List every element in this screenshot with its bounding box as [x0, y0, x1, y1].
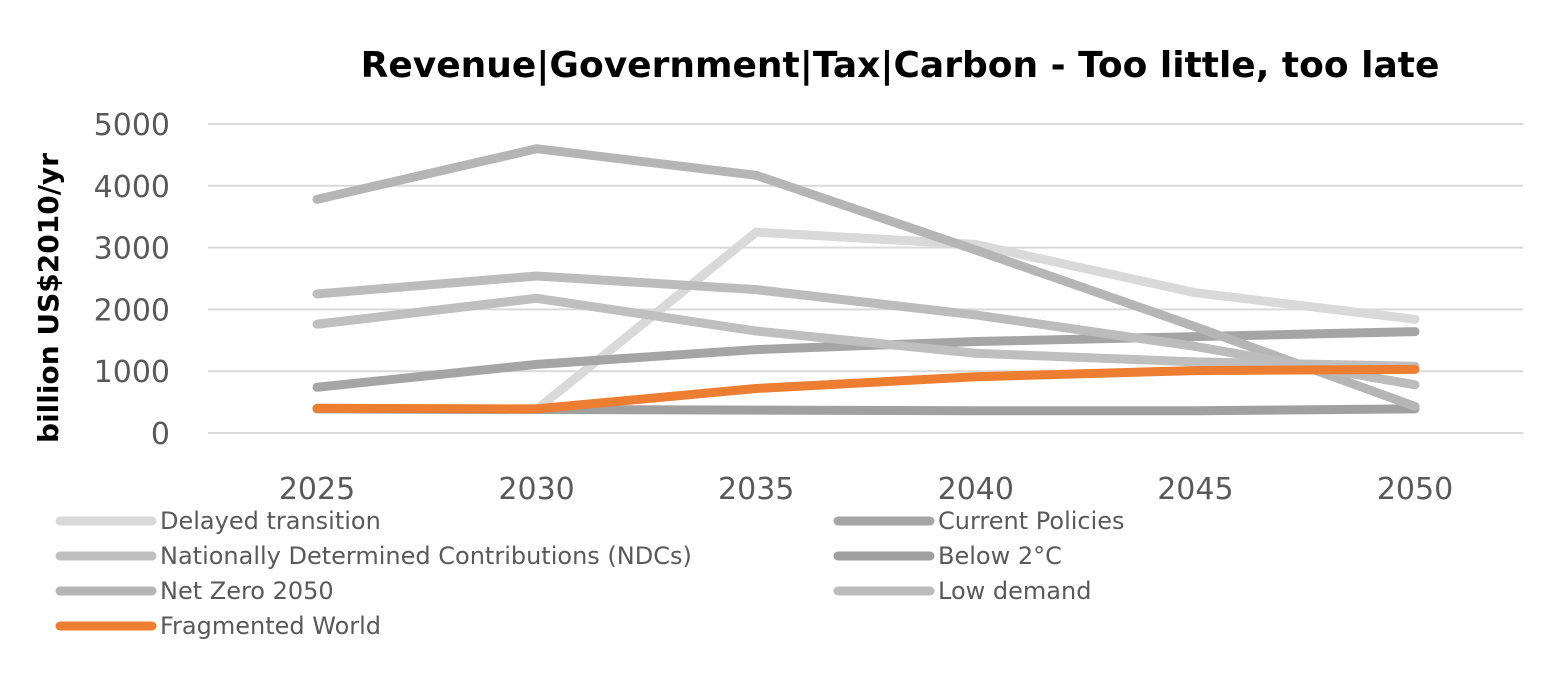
y-tick-label: 4000 — [94, 170, 170, 205]
y-tick-label: 0 — [151, 417, 170, 452]
x-tick-label: 2035 — [718, 472, 794, 507]
legend-item: Nationally Determined Contributions (NDC… — [55, 542, 692, 570]
series-line — [312, 271, 1420, 390]
series-lines — [312, 144, 1420, 416]
y-tick-label: 5000 — [94, 108, 170, 143]
legend-label: Fragmented World — [160, 612, 381, 640]
y-tick-labels: 0 1000 2000 3000 4000 5000 — [94, 108, 170, 452]
legend-item: Below 2°C — [833, 542, 1062, 570]
x-tick-label: 2040 — [938, 472, 1014, 507]
series-line — [532, 227, 1420, 415]
legend-item: Low demand — [833, 577, 1091, 605]
x-tick-label: 2030 — [498, 472, 574, 507]
legend-label: Delayed transition — [160, 507, 381, 535]
legend-label: Low demand — [938, 577, 1091, 605]
x-tick-label: 2025 — [279, 472, 355, 507]
legend-label: Net Zero 2050 — [160, 577, 334, 605]
series-line — [312, 364, 1420, 414]
legend-item: Current Policies — [833, 507, 1125, 535]
y-tick-label: 1000 — [94, 355, 170, 390]
x-tick-labels: 2025 2030 2035 2040 2045 2050 — [279, 472, 1453, 507]
x-tick-label: 2050 — [1377, 472, 1453, 507]
legend-item: Net Zero 2050 — [55, 577, 334, 605]
legend-item: Fragmented World — [55, 612, 381, 640]
legend: Delayed transition Current Policies Nation… — [55, 507, 1125, 640]
chart-title: Revenue|Government|Tax|Carbon - Too litt… — [361, 45, 1440, 86]
series-line — [312, 293, 1420, 371]
y-tick-label: 2000 — [94, 293, 170, 328]
legend-label: Current Policies — [938, 507, 1125, 535]
legend-label: Below 2°C — [938, 542, 1062, 570]
legend-item: Delayed transition — [55, 507, 381, 535]
y-axis-label: billion US$2010/yr — [32, 153, 65, 443]
y-tick-label: 3000 — [94, 232, 170, 267]
legend-label: Nationally Determined Contributions (NDC… — [160, 542, 692, 570]
x-tick-label: 2045 — [1157, 472, 1233, 507]
series-line — [312, 144, 1420, 411]
